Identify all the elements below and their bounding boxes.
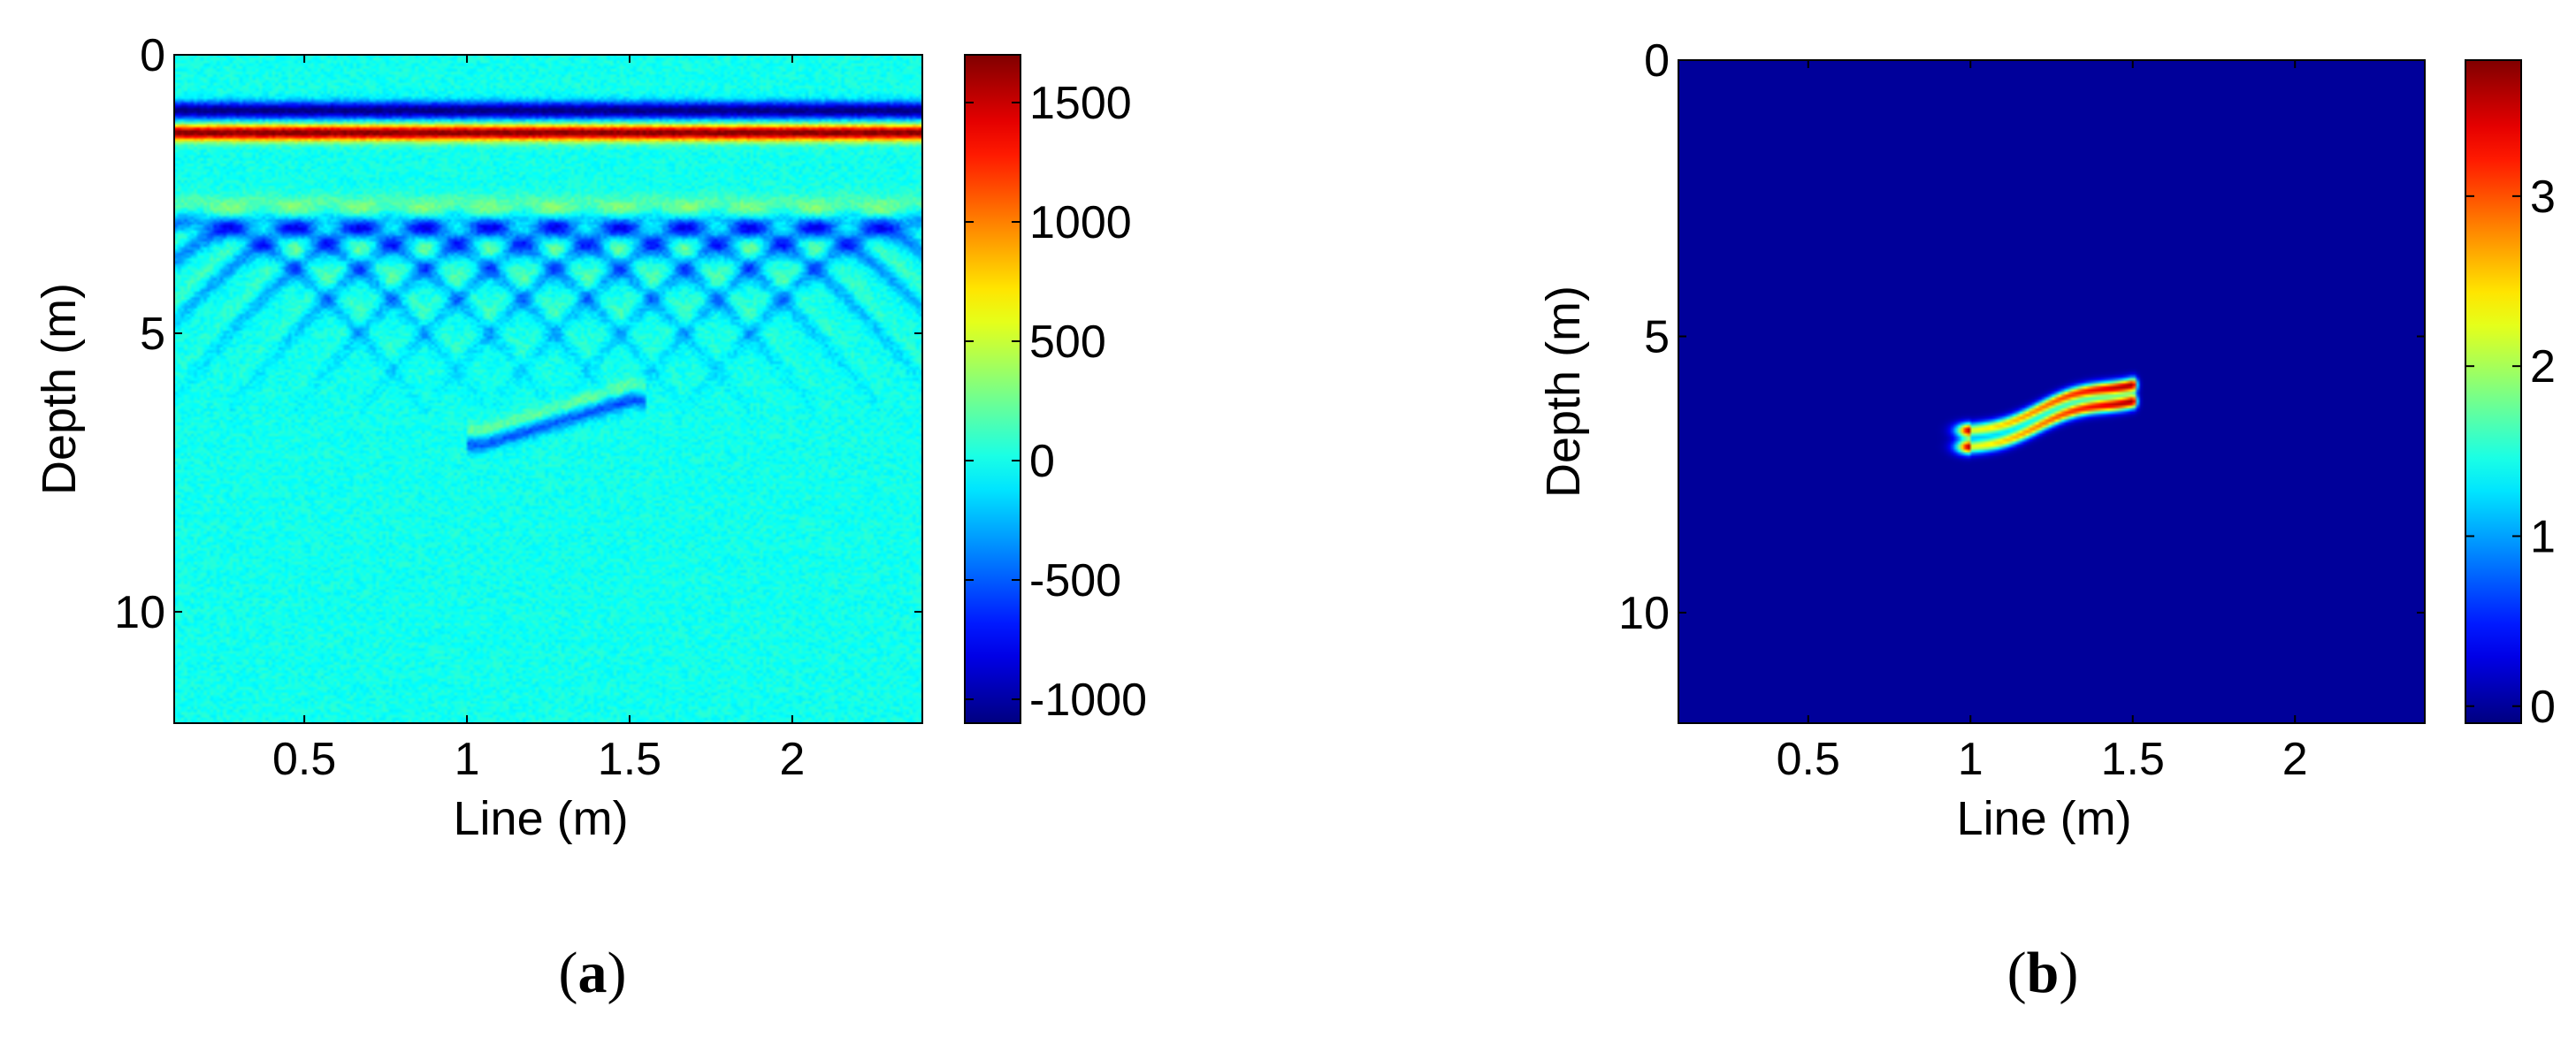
colorbar-tick-label: -1000 bbox=[1029, 675, 1147, 726]
heatmap-image-a bbox=[174, 55, 922, 723]
x-axis-label: Line (m) bbox=[454, 792, 629, 845]
colorbar-tick-label: 3 bbox=[2530, 172, 2556, 223]
y-tick-label: 0 bbox=[1644, 35, 1670, 87]
x-tick-label: 1.5 bbox=[598, 734, 661, 785]
colorbar-gradient bbox=[2465, 59, 2522, 724]
x-tick-label: 0.5 bbox=[1777, 734, 1840, 785]
colorbar-tick-label: 1000 bbox=[1029, 197, 1132, 248]
panel-label-b: (b) bbox=[2007, 941, 2079, 1005]
colorbar-tick-label: 1500 bbox=[1029, 78, 1132, 129]
colorbar-tick-label: 1 bbox=[2530, 511, 2556, 562]
x-tick-label: 1 bbox=[455, 734, 480, 785]
x-tick-label: 2 bbox=[779, 734, 805, 785]
colorbar-tick-label: 2 bbox=[2530, 341, 2556, 393]
x-tick-label: 0.5 bbox=[272, 734, 336, 785]
colorbar-tick-label: 500 bbox=[1029, 316, 1106, 368]
heatmap-image-b bbox=[1678, 60, 2425, 723]
y-axis-label: Depth (m) bbox=[33, 283, 86, 495]
y-axis-label: Depth (m) bbox=[1537, 286, 1590, 498]
y-tick-label: 10 bbox=[114, 587, 165, 638]
x-tick-label: 1.5 bbox=[2101, 734, 2165, 785]
colorbar-a: 1500 1000 500 0 -500 -1000 bbox=[964, 54, 1147, 726]
y-tick-label: 10 bbox=[1618, 588, 1670, 639]
plot-frame-b bbox=[1678, 59, 2426, 724]
x-axis-label: Line (m) bbox=[1957, 792, 2132, 845]
x-tick-label: 1 bbox=[1958, 734, 1984, 785]
colorbar-tick-label: 0 bbox=[1029, 436, 1055, 487]
y-tick-label: 0 bbox=[140, 30, 165, 81]
y-tick-label: 5 bbox=[1644, 312, 1670, 363]
y-tick-label: 5 bbox=[140, 309, 165, 360]
plot-frame-a bbox=[173, 54, 923, 724]
panel-label-a: (a) bbox=[558, 941, 627, 1005]
panel-a: 0.5 1 1.5 2 0 5 10 Line (m) Depth (m) 1500 1000 500… bbox=[33, 30, 1147, 845]
colorbar-tick-label: -500 bbox=[1029, 555, 1121, 606]
colorbar-gradient bbox=[964, 54, 1021, 724]
colorbar-b: 3 2 1 0 bbox=[2465, 59, 2556, 733]
x-tick-label: 2 bbox=[2282, 734, 2308, 785]
colorbar-tick-label: 0 bbox=[2530, 682, 2556, 733]
